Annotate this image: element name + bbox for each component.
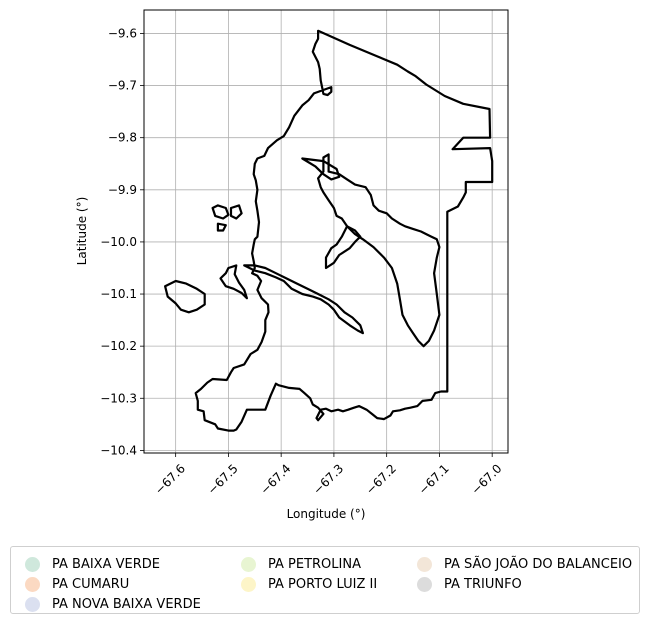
settlement-boundary bbox=[229, 204, 243, 220]
y-tick-label: −10.4 bbox=[100, 443, 137, 457]
legend-entry: PA PORTO LUIZ II bbox=[241, 575, 377, 593]
legend-marker-baixa-verde bbox=[25, 556, 40, 572]
settlement-boundary bbox=[194, 29, 494, 432]
legend-entry: PA NOVA BAIXA VERDE bbox=[25, 595, 201, 613]
legend-label: PA BAIXA VERDE bbox=[52, 556, 160, 572]
settlement-boundary bbox=[324, 225, 362, 270]
legend-marker-sao-joao-do-balanceio bbox=[417, 556, 432, 572]
legend-marker-nova-baixa-verde bbox=[25, 596, 40, 612]
legend-label: PA PORTO LUIZ II bbox=[268, 576, 378, 592]
settlement-boundary bbox=[243, 264, 364, 335]
y-axis-label: Latitude (°) bbox=[75, 197, 89, 266]
axis-ticks: −67.6 −67.5 −67.4 −67.3 −67.2 −67.1 −67.0 −9.6 −… bbox=[100, 26, 504, 497]
map-figure: −67.6 −67.5 −67.4 −67.3 −67.2 −67.1 −67.0 −9.6 −… bbox=[75, 9, 509, 521]
y-tick-label: −9.8 bbox=[108, 131, 137, 145]
x-tick-label: −67.6 bbox=[152, 461, 188, 497]
legend-label: PA NOVA BAIXA VERDE bbox=[52, 596, 201, 612]
legend: PA BAIXA VERDE PA CUMARU PA NOVA BAIXA V… bbox=[10, 546, 640, 614]
x-tick-label: −67.2 bbox=[363, 461, 399, 497]
plot-area-frame bbox=[143, 9, 509, 454]
x-tick-label: −67.5 bbox=[205, 461, 241, 497]
settlement-boundary bbox=[211, 204, 230, 220]
legend-label: PA CUMARU bbox=[52, 576, 130, 592]
legend-entry: PA SÃO JOÃO DO BALANCEIO bbox=[417, 555, 632, 573]
settlement-boundary bbox=[216, 222, 227, 232]
y-tick-label: −10.0 bbox=[100, 235, 137, 249]
y-tick-label: −9.9 bbox=[108, 183, 137, 197]
x-tick-label: −67.3 bbox=[310, 461, 346, 497]
settlement-boundary bbox=[219, 264, 248, 300]
x-axis-label: Longitude (°) bbox=[287, 507, 366, 521]
settlement-boundary bbox=[301, 157, 341, 181]
y-tick-label: −10.2 bbox=[100, 339, 137, 353]
x-tick-label: −67.0 bbox=[469, 461, 505, 497]
x-tick-label: −67.1 bbox=[416, 461, 452, 497]
y-tick-label: −9.6 bbox=[108, 26, 137, 40]
legend-entry: PA CUMARU bbox=[25, 575, 129, 593]
legend-label: PA TRIUNFO bbox=[444, 576, 522, 592]
legend-entry: PA TRIUNFO bbox=[417, 575, 522, 593]
legend-label: PA SÃO JOÃO DO BALANCEIO bbox=[444, 556, 633, 572]
legend-marker-porto-luiz-ii bbox=[241, 576, 256, 592]
legend-entry: PA BAIXA VERDE bbox=[25, 555, 160, 573]
legend-marker-triunfo bbox=[417, 576, 432, 592]
legend-marker-petrolina bbox=[241, 556, 256, 572]
settlement-boundary bbox=[317, 153, 441, 348]
legend-label: PA PETROLINA bbox=[268, 556, 361, 572]
x-tick-label: −67.4 bbox=[258, 461, 294, 497]
grid-lines bbox=[144, 10, 508, 453]
settlement-boundary bbox=[164, 279, 206, 314]
map-outlines bbox=[164, 29, 494, 432]
y-tick-label: −10.1 bbox=[100, 287, 137, 301]
y-tick-label: −9.7 bbox=[108, 79, 137, 93]
y-tick-label: −10.3 bbox=[100, 391, 137, 405]
legend-marker-cumaru bbox=[25, 576, 40, 592]
legend-entry: PA PETROLINA bbox=[241, 555, 361, 573]
